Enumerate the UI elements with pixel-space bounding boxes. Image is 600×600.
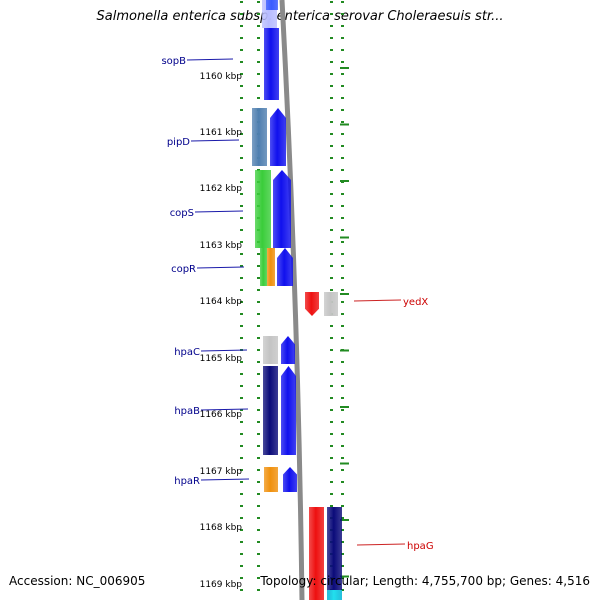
gene-label-leader: [190, 139, 240, 142]
gene-feature-yedX: [305, 292, 319, 316]
gene-feature-pipD-arrow: [270, 108, 286, 166]
ruler-tick-label: 1163 kbp: [200, 241, 243, 251]
summary-label: Topology: circular; Length: 4,755,700 bp…: [260, 574, 590, 588]
gene-feature-copS-arrow: [273, 170, 291, 248]
ruler-tick-label: 1164 kbp: [200, 297, 243, 307]
ruler-tick-label: 1166 kbp: [200, 410, 243, 420]
gene-feature-copR-arrow: [277, 248, 293, 286]
gene-feature-cyan: [327, 590, 342, 600]
gene-label-hpaC: hpaC: [174, 347, 200, 358]
gene-label-hpaR: hpaR: [174, 476, 200, 487]
ruler-tick-label: 1168 kbp: [200, 523, 243, 533]
gene-label-sopB: sopB: [161, 56, 186, 67]
gene-feature-hpaG-red: [309, 507, 324, 600]
gene-feature-hpaC-arrow: [281, 336, 295, 364]
gene-label-hpaG: hpaG: [407, 541, 434, 552]
gene-feature-copR: [267, 248, 275, 286]
gene-label-hpaB: hpaB: [174, 406, 200, 417]
gene-label-leader: [200, 478, 250, 481]
gene-label-leader: [200, 349, 248, 352]
ruler-tick-label: 1165 kbp: [200, 354, 243, 364]
ruler-tick-label: 1160 kbp: [200, 72, 243, 82]
gene-label-leader: [194, 210, 244, 213]
gene-feature-hpaB-arrow: [281, 366, 296, 455]
gene-label-leader: [356, 543, 406, 546]
gene-feature-hpaR: [264, 467, 278, 492]
gene-label-copR: copR: [171, 264, 196, 275]
gene-feature-yedX-grey: [324, 292, 338, 316]
gene-feature-hpaC: [263, 336, 278, 364]
ruler-tick-label: 1167 kbp: [200, 467, 243, 477]
genome-title: Salmonella enterica subsp. enterica sero…: [96, 9, 504, 24]
gene-label-leader: [200, 408, 249, 411]
gene-feature-pipD: [252, 108, 267, 166]
backbone-arc: [279, 0, 305, 600]
gene-feature-copS: [255, 170, 271, 248]
gene-feature-hpaG: [327, 507, 342, 600]
gene-feature-hpaB: [263, 366, 278, 455]
gene-feature-hpaR-arrow: [283, 467, 297, 492]
gene-label-pipD: pipD: [167, 137, 190, 148]
gene-label-leader: [196, 266, 245, 269]
gene-label-leader: [186, 58, 234, 61]
ruler-tick-label: 1161 kbp: [200, 128, 243, 138]
gene-label-copS: copS: [170, 208, 194, 219]
gene-feature-sopB: [264, 28, 279, 100]
gene-label-yedX: yedX: [403, 297, 428, 308]
ruler-tick-label: 1169 kbp: [200, 580, 243, 590]
gene-feature-copR-green: [260, 248, 267, 286]
accession-label: Accession: NC_006905: [9, 574, 146, 588]
gene-feature-top-fragment: [266, 0, 278, 10]
ruler-tick-label: 1162 kbp: [200, 184, 243, 194]
gene-label-leader: [353, 299, 402, 302]
